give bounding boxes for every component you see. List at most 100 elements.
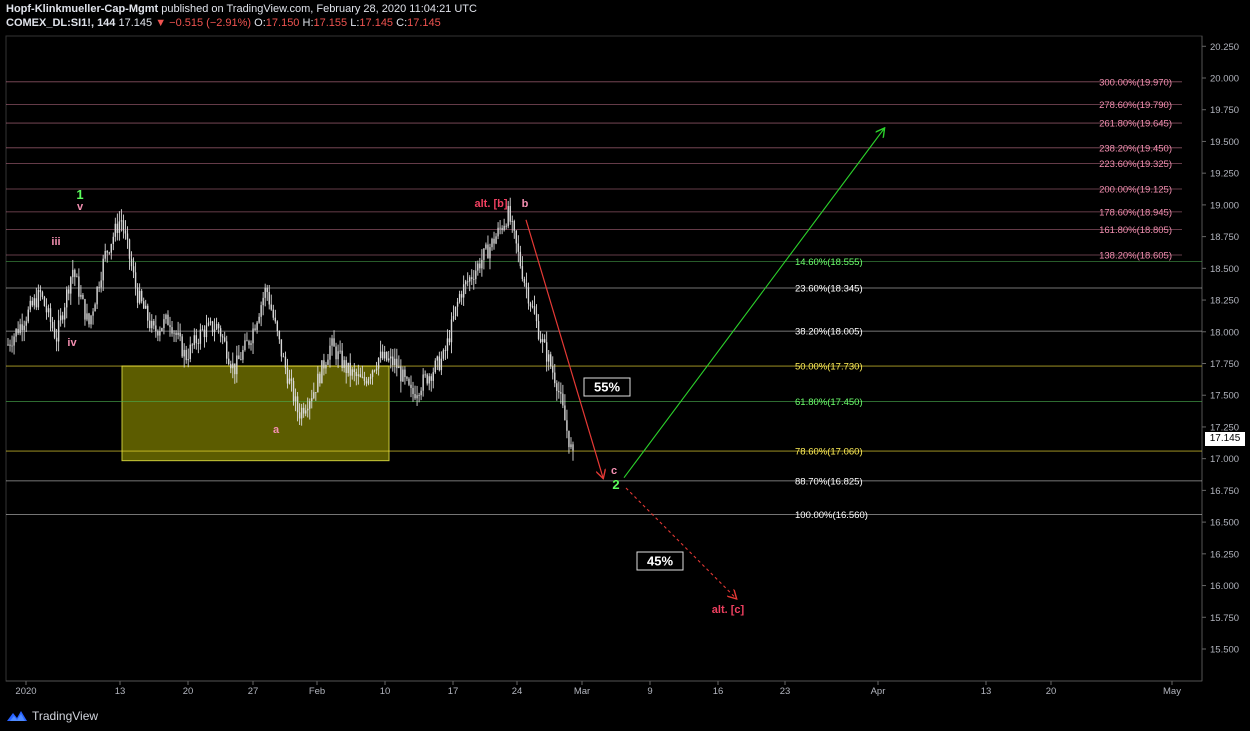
candle-body [545, 342, 548, 362]
candle-body [507, 206, 509, 227]
candle-body [114, 223, 117, 237]
candle-body [460, 294, 463, 298]
probability-55-label: 55% [594, 380, 620, 395]
candle-body [80, 294, 82, 297]
symbol-label[interactable]: COMEX_DL:SI1!, 144 [6, 17, 116, 29]
candle-body [294, 396, 297, 402]
candle-body [13, 336, 15, 346]
candle-body [104, 250, 106, 259]
bearish-path-arrow[interactable] [525, 219, 603, 478]
candle-body [217, 323, 220, 329]
candle-body [452, 316, 455, 320]
wave-label: alt. [c] [712, 604, 745, 616]
candle-body [35, 298, 38, 308]
candle-body [140, 290, 143, 302]
candle-body [17, 328, 19, 334]
bullish-projection-arrow[interactable] [623, 129, 884, 479]
candle-body [31, 300, 34, 306]
candle-body [388, 358, 390, 361]
fib-level-label: 100.00%(16.560) [795, 510, 868, 521]
candle-body [280, 339, 283, 357]
candle-body [197, 343, 200, 344]
candle-body [554, 372, 556, 384]
candle-body [43, 296, 46, 307]
candle-body [45, 306, 48, 313]
fib-level-label: 23.60%(18.345) [795, 284, 863, 295]
candle-body [511, 221, 513, 222]
support-zone[interactable] [121, 365, 390, 462]
candle-body [404, 369, 406, 378]
candle-body [274, 317, 277, 322]
candle-body [9, 344, 11, 346]
candle-body [177, 332, 179, 335]
candle-body [300, 407, 303, 419]
candle-body [371, 370, 374, 377]
candle-body [343, 360, 345, 368]
candle-body [523, 278, 526, 283]
candle-body [100, 280, 102, 288]
candle-body [394, 358, 396, 366]
candle-body [558, 390, 560, 393]
candle-body [550, 354, 552, 367]
candle-body [94, 304, 96, 312]
candle-body [25, 321, 27, 326]
candle-body [517, 243, 520, 252]
candle-body [402, 369, 404, 382]
candle-body [485, 244, 487, 249]
candle-body [398, 366, 400, 369]
fib-level-label: 238.20%(19.450) [1099, 143, 1172, 154]
candle-body [205, 325, 208, 338]
candle-body [242, 350, 244, 360]
candle-body [236, 355, 238, 375]
candle-body [335, 346, 337, 360]
probability-45-box [636, 551, 684, 571]
alt-bearish-arrow[interactable] [625, 487, 736, 598]
probability-45-label: 45% [647, 554, 673, 569]
y-tick-label: 15.750 [1210, 613, 1239, 624]
candle-body [151, 320, 153, 329]
candle-body [74, 269, 76, 277]
candle-body [369, 376, 372, 379]
candle-body [207, 322, 210, 326]
candle-body [272, 309, 274, 318]
x-tick-label: 9 [647, 686, 652, 697]
candle-body [240, 359, 242, 360]
wave-label: a [273, 424, 280, 436]
open-value: 17.150 [265, 17, 300, 29]
candle-body [365, 381, 368, 384]
candle-body [400, 366, 402, 382]
candle-body [396, 358, 398, 369]
candle-body [359, 374, 362, 378]
candle-body [136, 287, 139, 303]
candle-body [304, 410, 307, 414]
x-tick-label: 27 [248, 686, 259, 697]
candle-body [327, 359, 329, 365]
candle-body [483, 248, 485, 260]
candle-body [339, 350, 341, 352]
candle-body [262, 297, 264, 306]
wave-label: iii [51, 236, 60, 248]
candle-body [487, 244, 489, 259]
candle-body [201, 329, 204, 331]
candle-body [64, 307, 66, 320]
fib-level-label: 38.20%(18.005) [795, 327, 863, 338]
publisher-name[interactable]: Hopf-Klinkmueller-Cap-Mgmt [6, 3, 159, 15]
candle-body [213, 329, 216, 333]
candle-body [84, 299, 86, 320]
last-value: 17.145 [118, 17, 153, 29]
candle-body [454, 306, 457, 317]
candle-body [543, 339, 546, 343]
candle-body [234, 363, 236, 375]
candle-body [238, 355, 240, 360]
fib-level-label: 161.80%(18.805) [1099, 225, 1172, 236]
candle-body [325, 364, 327, 369]
candle-body [414, 394, 416, 399]
candle-body [311, 398, 313, 402]
fib-level-label: 300.00%(19.970) [1099, 77, 1172, 88]
plot-area[interactable] [5, 35, 1203, 682]
candle-body [219, 328, 222, 337]
tradingview-branding[interactable]: TradingView [6, 709, 98, 723]
candle-body [66, 289, 68, 308]
y-tick-label: 18.250 [1210, 296, 1239, 307]
